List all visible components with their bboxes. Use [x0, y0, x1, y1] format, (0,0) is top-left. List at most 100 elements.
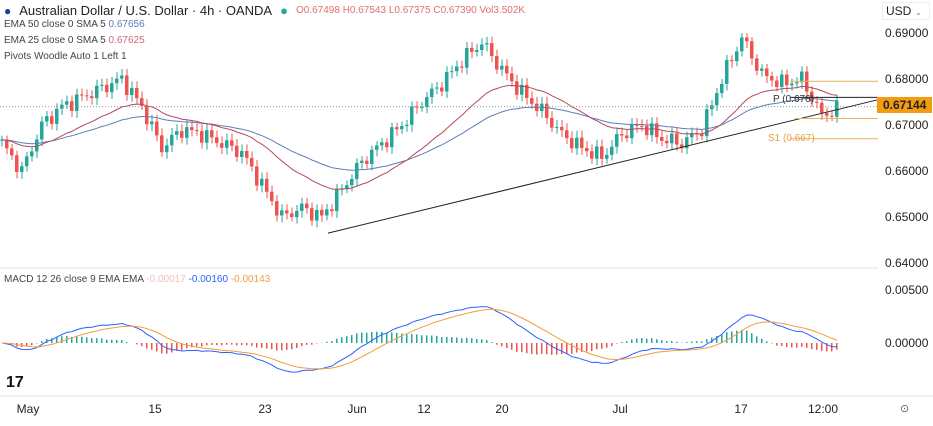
- candle-body: [830, 115, 834, 117]
- ema25-label: EMA 25 close 0 SMA 5: [4, 35, 106, 46]
- candle-body: [765, 68, 769, 77]
- macd-legend[interactable]: MACD 12 26 close 9 EMA EMA -0.00017 -0.0…: [4, 274, 270, 285]
- candle-body: [825, 113, 829, 116]
- macd-histogram-bar: [736, 330, 738, 343]
- candle-body: [685, 137, 689, 149]
- macd-histogram-bar: [116, 339, 118, 343]
- macd-histogram-bar: [41, 340, 43, 343]
- settings-icon[interactable]: ⊙: [900, 403, 910, 415]
- candle-body: [570, 138, 574, 149]
- candle-body: [215, 137, 219, 144]
- candle-body: [170, 134, 174, 146]
- macd-histogram-bar: [336, 338, 338, 343]
- candle-body: [40, 121, 44, 140]
- macd-histogram-bar: [171, 343, 173, 353]
- candle-body: [780, 74, 784, 87]
- pivots-legend[interactable]: Pivots Woodle Auto 1 Left 1: [4, 51, 127, 62]
- candle-body: [65, 101, 69, 105]
- macd-histogram-bar: [216, 343, 218, 346]
- candle-body: [590, 151, 594, 159]
- candle-body: [350, 178, 354, 186]
- candle-body: [95, 85, 99, 99]
- candle-body: [560, 126, 564, 131]
- candle-body: [300, 203, 304, 211]
- macd-histogram-bar: [546, 343, 548, 355]
- macd-histogram-bar: [721, 334, 723, 343]
- candle-body: [185, 127, 189, 138]
- candle-body: [415, 106, 419, 108]
- candle-body: [370, 149, 374, 165]
- macd-histogram-bar: [326, 341, 328, 343]
- candle-body: [55, 108, 59, 124]
- symbol-title[interactable]: Australian Dollar / U.S. Dollar · 4h · O…: [19, 3, 273, 18]
- price-tick-label: 0.64000: [885, 256, 929, 270]
- candle-body: [120, 75, 124, 79]
- macd-line: [1, 306, 837, 373]
- macd-histogram-bar: [691, 341, 693, 343]
- macd-histogram-bar: [366, 332, 368, 343]
- candle-body: [195, 130, 199, 132]
- candle-body: [420, 106, 424, 108]
- candle-body: [160, 135, 164, 153]
- candle-body: [270, 191, 274, 202]
- candle-body: [150, 121, 154, 125]
- macd-label: MACD 12 26 close 9 EMA EMA: [4, 274, 144, 285]
- ohlc-readout: O0.67498 H0.67543 L0.67375 C0.67390 Vol3…: [296, 5, 525, 16]
- candle-body: [525, 84, 529, 98]
- candle-body: [220, 143, 224, 148]
- candle-body: [745, 37, 749, 42]
- macd-histogram-bar: [211, 343, 213, 346]
- macd-histogram-bar: [331, 341, 333, 343]
- candle-body: [25, 156, 29, 167]
- macd-histogram-bar: [346, 336, 348, 343]
- macd-histogram-bar: [206, 343, 208, 346]
- candle-body: [260, 178, 264, 186]
- candle-body: [315, 209, 319, 221]
- candle-body: [245, 150, 249, 158]
- macd-histogram-bar: [461, 338, 463, 343]
- candle-body: [650, 123, 654, 136]
- candle-body: [770, 76, 774, 81]
- candle-body: [310, 208, 314, 221]
- macd-histogram-bar: [101, 338, 103, 343]
- ema50-legend[interactable]: EMA 50 close 0 SMA 5 0.67656: [4, 19, 145, 30]
- candle-body: [815, 101, 819, 103]
- candle-body: [625, 135, 629, 139]
- macd-histogram-bar: [361, 332, 363, 343]
- candle-body: [725, 59, 729, 84]
- candle-body: [75, 94, 79, 111]
- macd-histogram-bar: [266, 343, 268, 349]
- close-value: C0.67390: [433, 5, 477, 16]
- candle-body: [235, 145, 239, 157]
- macd-histogram-bar: [51, 338, 53, 343]
- pivot-p-label: P (0.676): [773, 94, 814, 105]
- candle-body: [740, 37, 744, 52]
- ema25-line: [1, 84, 838, 190]
- candle-body: [240, 150, 244, 157]
- macd-histogram-bar: [816, 343, 818, 350]
- macd-histogram-bar: [641, 338, 643, 343]
- low-value: L0.67375: [388, 5, 431, 16]
- macd-histogram-bar: [561, 343, 563, 355]
- macd-histogram-bar: [311, 343, 313, 345]
- macd-histogram-bar: [406, 334, 408, 343]
- macd-histogram-bar: [826, 343, 828, 352]
- macd-histogram-bar: [86, 337, 88, 343]
- macd-histogram-bar: [526, 343, 528, 354]
- candle-body: [710, 105, 714, 110]
- macd-histogram-bar: [656, 339, 658, 343]
- currency-selector[interactable]: USD ⌄: [882, 2, 930, 20]
- macd-histogram-bar: [126, 342, 128, 343]
- candle-body: [10, 148, 14, 156]
- candle-body: [640, 125, 644, 127]
- symbol-logo-icon: ●: [4, 3, 12, 18]
- macd-histogram-bar: [146, 343, 148, 349]
- macd-histogram-bar: [96, 338, 98, 343]
- candle-body: [455, 66, 459, 72]
- ema25-legend[interactable]: EMA 25 close 0 SMA 5 0.67625: [4, 35, 145, 46]
- candle-body: [110, 83, 114, 93]
- candle-body: [355, 162, 359, 179]
- candle-body: [700, 134, 704, 137]
- macd-tick-label: 0.00000: [885, 336, 929, 350]
